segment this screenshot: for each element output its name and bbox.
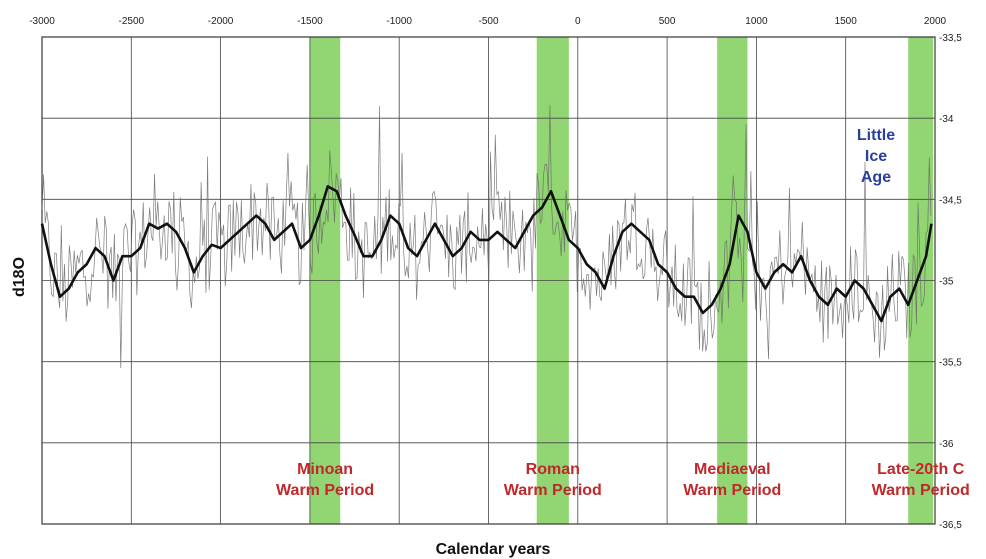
y-tick-labels: -33,5 -34 -34,5 -35 -35,5 -36 -36,5: [939, 33, 962, 531]
warm-period-label: Minoan: [297, 461, 353, 478]
y-tick-label: -33,5: [939, 33, 962, 44]
x-tick-label: -500: [478, 16, 498, 27]
x-tick-labels: -3000 -2500 -2000 -1500 -1000 -500 0 500 1000 150…: [29, 16, 946, 27]
x-tick-label: -1000: [386, 16, 412, 27]
smoothed-series-line: [40, 185, 933, 323]
little-ice-age-label: Little: [857, 127, 895, 144]
y-tick-label: -36,5: [939, 520, 962, 531]
x-tick-label: 1000: [745, 16, 768, 27]
warm-period-label: Roman: [526, 461, 580, 478]
warm-period-label: Warm Period: [276, 482, 374, 499]
warm-period-label: Warm Period: [504, 482, 602, 499]
raw-series-line: [41, 105, 932, 369]
x-axis-label: Calendar years: [436, 541, 551, 558]
warm-period-label: Late-20th C: [877, 461, 965, 478]
warm-period-label: Warm Period: [683, 482, 781, 499]
grid-lines: [41, 36, 936, 525]
x-tick-label: -1500: [297, 16, 323, 27]
x-tick-label: -2000: [208, 16, 234, 27]
warm-period-label: Warm Period: [872, 482, 970, 499]
little-ice-age-label: Ice: [865, 148, 887, 165]
y-tick-label: -35: [939, 277, 954, 288]
y-tick-label: -34: [939, 114, 954, 125]
y-tick-label: -36: [939, 439, 954, 450]
x-tick-label: -3000: [29, 16, 55, 27]
raw-series: [41, 105, 932, 369]
y-tick-label: -35,5: [939, 358, 962, 369]
warm-period-label: Mediaeval: [694, 461, 770, 478]
smoothed-series: [40, 185, 933, 323]
x-tick-label: 0: [575, 16, 581, 27]
x-tick-label: 2000: [924, 16, 947, 27]
y-axis-label: d18O: [11, 257, 28, 297]
little-ice-age-label: Age: [861, 169, 891, 186]
x-tick-label: 1500: [835, 16, 858, 27]
x-tick-label: 500: [659, 16, 676, 27]
x-tick-label: -2500: [119, 16, 145, 27]
annotations: Minoan Warm Period Roman Warm Period Mediaev…: [276, 127, 970, 499]
y-tick-label: -34,5: [939, 195, 962, 206]
